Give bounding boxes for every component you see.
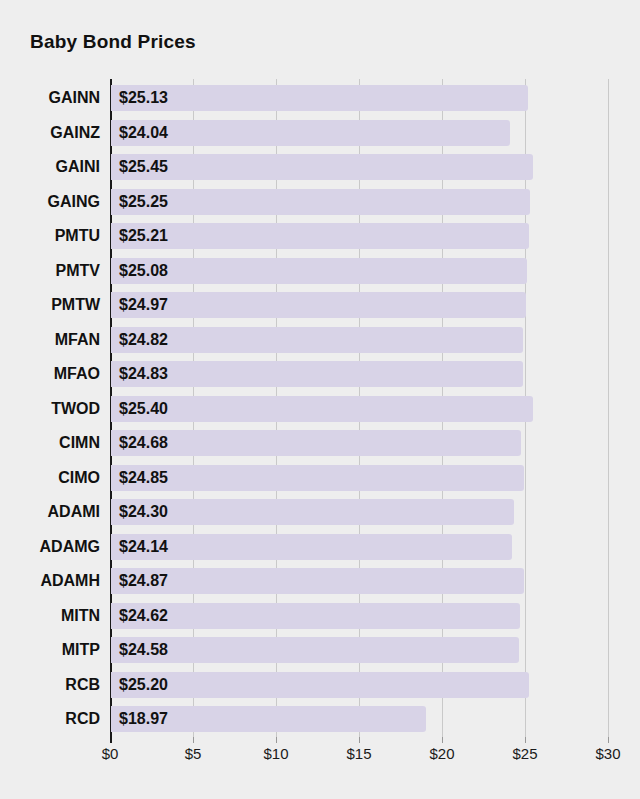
category-label: GAINZ: [0, 116, 100, 151]
bar-row: GAING $25.25: [0, 185, 640, 220]
bar: $25.08: [111, 258, 527, 284]
x-tick-label: $10: [246, 745, 306, 762]
value-label: $25.20: [119, 672, 168, 698]
bar: $24.14: [111, 534, 512, 560]
bar: $24.82: [111, 327, 523, 353]
bar: $18.97: [111, 706, 426, 732]
category-label: GAING: [0, 185, 100, 220]
category-label: MITN: [0, 599, 100, 634]
chart-title: Baby Bond Prices: [30, 31, 196, 53]
axis-tick: [193, 737, 194, 743]
bar: $24.58: [111, 637, 519, 663]
bar-row: GAINI $25.45: [0, 150, 640, 185]
bar-row: ADAMI $24.30: [0, 495, 640, 530]
bar-row: MFAO $24.83: [0, 357, 640, 392]
chart-canvas: Baby Bond Prices GAINN$25.13GAINZ$24.04G…: [0, 0, 640, 799]
category-label: ADAMI: [0, 495, 100, 530]
x-tick-label: $0: [80, 745, 140, 762]
bar-row: ADAMG $24.14: [0, 530, 640, 565]
value-label: $24.14: [119, 534, 168, 560]
bar: $25.13: [111, 85, 528, 111]
bar: $25.21: [111, 223, 529, 249]
value-label: $24.04: [119, 120, 168, 146]
value-label: $24.58: [119, 637, 168, 663]
category-label: PMTV: [0, 254, 100, 289]
bar-row: MFAN $24.82: [0, 323, 640, 358]
value-label: $25.40: [119, 396, 168, 422]
value-label: $25.25: [119, 189, 168, 215]
plot-area: GAINN $25.13 GAINZ $24.04 GAINI $25.45 GAING $2…: [0, 79, 640, 779]
axis-tick: [276, 737, 277, 743]
bar-row: GAINN $25.13: [0, 81, 640, 116]
bar: $25.20: [111, 672, 529, 698]
category-label: GAINN: [0, 81, 100, 116]
category-label: CIMN: [0, 426, 100, 461]
bar: $24.97: [111, 292, 526, 318]
value-label: $18.97: [119, 706, 168, 732]
category-label: MFAN: [0, 323, 100, 358]
category-label: RCD: [0, 702, 100, 737]
bar-row: PMTU $25.21: [0, 219, 640, 254]
axis-tick: [359, 737, 360, 743]
bar: $25.40: [111, 396, 533, 422]
bar-row: GAINZ $24.04: [0, 116, 640, 151]
value-label: $25.45: [119, 154, 168, 180]
category-label: RCB: [0, 668, 100, 703]
bar-row: RCD $18.97: [0, 702, 640, 737]
category-label: MITP: [0, 633, 100, 668]
bar-row: RCB $25.20: [0, 668, 640, 703]
category-label: CIMO: [0, 461, 100, 496]
bar: $24.30: [111, 499, 514, 525]
bar-row: CIMO $24.85: [0, 461, 640, 496]
value-label: $24.30: [119, 499, 168, 525]
bar: $25.45: [111, 154, 533, 180]
bar: $24.68: [111, 430, 521, 456]
value-label: $24.68: [119, 430, 168, 456]
bar: $24.85: [111, 465, 524, 491]
category-label: PMTW: [0, 288, 100, 323]
x-tick-label: $15: [329, 745, 389, 762]
bar: $24.04: [111, 120, 510, 146]
x-tick-label: $20: [412, 745, 472, 762]
bar: $25.25: [111, 189, 530, 215]
bar-row: MITP $24.58: [0, 633, 640, 668]
value-label: $24.87: [119, 568, 168, 594]
bar-row: PMTV $25.08: [0, 254, 640, 289]
bar-row: PMTW $24.97: [0, 288, 640, 323]
bar-row: ADAMH $24.87: [0, 564, 640, 599]
value-label: $24.83: [119, 361, 168, 387]
axis-tick: [442, 737, 443, 743]
axis-tick: [525, 737, 526, 743]
bar: $24.62: [111, 603, 520, 629]
bar: $24.83: [111, 361, 523, 387]
value-label: $24.85: [119, 465, 168, 491]
category-label: PMTU: [0, 219, 100, 254]
axis-tick: [608, 737, 609, 743]
bar-row: MITN $24.62: [0, 599, 640, 634]
bar-row: TWOD $25.40: [0, 392, 640, 427]
x-tick-label: $25: [495, 745, 555, 762]
value-label: $25.13: [119, 85, 168, 111]
category-label: MFAO: [0, 357, 100, 392]
category-label: ADAMH: [0, 564, 100, 599]
bar-row: CIMN $24.68: [0, 426, 640, 461]
x-tick-label: $5: [163, 745, 223, 762]
x-tick-label: $30: [578, 745, 638, 762]
value-label: $25.21: [119, 223, 168, 249]
bar: $24.87: [111, 568, 524, 594]
value-label: $25.08: [119, 258, 168, 284]
value-label: $24.97: [119, 292, 168, 318]
value-label: $24.62: [119, 603, 168, 629]
category-label: GAINI: [0, 150, 100, 185]
category-label: TWOD: [0, 392, 100, 427]
category-label: ADAMG: [0, 530, 100, 565]
value-label: $24.82: [119, 327, 168, 353]
